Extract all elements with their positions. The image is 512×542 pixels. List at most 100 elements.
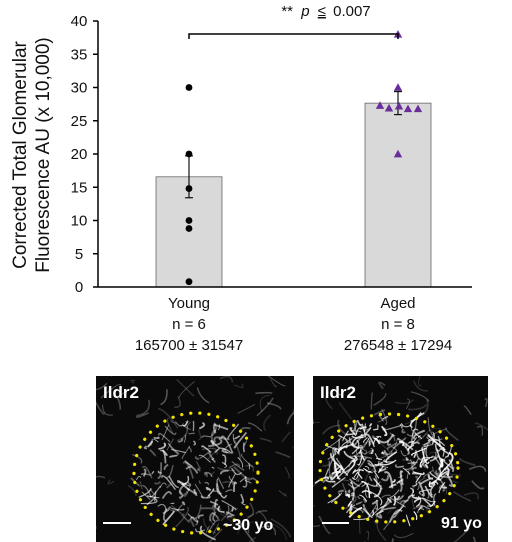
y-tick-label: 15 xyxy=(71,179,88,196)
significance-value: 0.007 xyxy=(333,3,371,20)
capillary-loop xyxy=(441,476,453,477)
tissue-fiber xyxy=(472,481,484,489)
capillary-loop xyxy=(407,515,410,526)
tissue-fiber xyxy=(395,400,413,404)
micrograph-label-young: Ildr2 xyxy=(103,383,139,403)
tissue-fiber xyxy=(339,402,351,418)
capillary-loop xyxy=(154,437,159,438)
category-label-young-1: n = 6 xyxy=(172,316,206,333)
point-young xyxy=(186,278,193,285)
tissue-fiber xyxy=(248,423,262,431)
capillary-loop xyxy=(244,443,245,453)
significance-label: ** p ≤ 0.007 xyxy=(281,3,370,20)
capillary-loop xyxy=(189,520,194,527)
tissue-fiber xyxy=(379,383,385,389)
capillary-loop xyxy=(202,436,211,438)
y-axis-title-line-1: Corrected Total Glomerular xyxy=(10,40,31,268)
tissue-fiber xyxy=(285,467,289,478)
point-young xyxy=(186,84,193,91)
capillary-loop xyxy=(150,450,155,456)
tissue-fiber xyxy=(293,446,294,457)
tissue-fiber xyxy=(366,531,368,540)
capillary-loop xyxy=(160,450,165,463)
tissue-fiber xyxy=(472,537,475,542)
micrograph-aged: Ildr2 91 yo xyxy=(313,376,488,542)
capillary-loop xyxy=(160,483,166,488)
tissue-fiber xyxy=(393,538,402,542)
scale-bar-aged xyxy=(322,522,349,524)
capillary-loop xyxy=(415,477,417,480)
capillary-loop xyxy=(345,492,346,496)
capillary-loop xyxy=(412,473,424,474)
capillary-loop xyxy=(226,490,233,492)
capillary-loop xyxy=(406,457,408,460)
tissue-fiber xyxy=(406,399,409,409)
capillary-loop xyxy=(400,425,402,429)
capillary-loop xyxy=(422,498,430,506)
tissue-fiber xyxy=(313,418,320,423)
tissue-fiber xyxy=(257,398,273,416)
tissue-fiber xyxy=(279,490,286,496)
capillary-loop xyxy=(351,483,353,484)
category-label-young-2: 165700 ± 31547 xyxy=(135,337,243,354)
tissue-fiber xyxy=(128,485,136,496)
tissue-fiber xyxy=(288,406,294,425)
age-label-young: ~30 yo xyxy=(223,517,273,535)
tissue-fiber xyxy=(268,376,285,386)
capillary-loop xyxy=(154,439,158,442)
tissue-fiber xyxy=(255,393,272,394)
tissue-fiber xyxy=(313,525,320,526)
capillary-loop xyxy=(382,475,388,480)
micrograph-young: Ildr2 ~30 yo xyxy=(96,376,294,542)
capillary-loop xyxy=(171,503,174,504)
tissue-fiber xyxy=(408,405,427,410)
tissue-fiber xyxy=(418,376,422,386)
tissue-fiber xyxy=(313,477,319,489)
significance-bracket-line xyxy=(189,34,398,39)
tissue-fiber xyxy=(177,379,194,396)
capillary-loop xyxy=(218,477,224,488)
tissue-fiber xyxy=(485,399,487,407)
capillary-loop xyxy=(370,423,372,426)
point-young xyxy=(186,185,193,192)
tissue-fiber xyxy=(374,393,386,405)
y-tick-label: 10 xyxy=(71,213,88,230)
tissue-fiber xyxy=(220,377,232,383)
y-tick-label: 30 xyxy=(71,80,88,97)
capillary-loop xyxy=(368,472,373,473)
significance-relation: ≤ xyxy=(318,3,326,20)
point-young xyxy=(186,225,193,232)
capillary-loop xyxy=(351,500,353,501)
capillary-loop xyxy=(427,505,433,506)
tissue-fiber xyxy=(161,389,167,404)
capillary-loop xyxy=(165,465,169,470)
capillary-loop xyxy=(198,468,200,471)
capillary-loop xyxy=(384,460,393,462)
capillary-loop xyxy=(383,508,396,510)
y-axis-title-line-2: Fluorescence AU (x 10,000) xyxy=(33,37,54,273)
capillary-loop xyxy=(183,462,193,478)
capillary-loop xyxy=(417,486,419,490)
capillary-loop xyxy=(204,474,207,477)
category-label-aged-1: n = 8 xyxy=(381,316,415,333)
tissue-fiber xyxy=(275,452,290,457)
capillary-loop xyxy=(382,426,387,435)
capillary-loop xyxy=(189,433,195,434)
tissue-fiber xyxy=(394,533,413,537)
capillary-loop xyxy=(194,489,196,494)
capillary-loop xyxy=(410,460,412,463)
capillary-loop xyxy=(358,496,360,499)
tissue-fiber xyxy=(469,466,485,471)
capillary-loop xyxy=(241,454,252,467)
capillary-loop xyxy=(374,487,381,496)
capillary-loop xyxy=(396,464,404,467)
capillary-loop xyxy=(398,438,413,449)
tissue-fiber xyxy=(234,384,243,388)
y-tick-label: 0 xyxy=(75,279,83,296)
capillary-loop xyxy=(199,515,204,518)
capillary-loop xyxy=(232,508,233,512)
capillary-loop xyxy=(136,476,140,479)
y-tick-label: 20 xyxy=(71,146,88,163)
